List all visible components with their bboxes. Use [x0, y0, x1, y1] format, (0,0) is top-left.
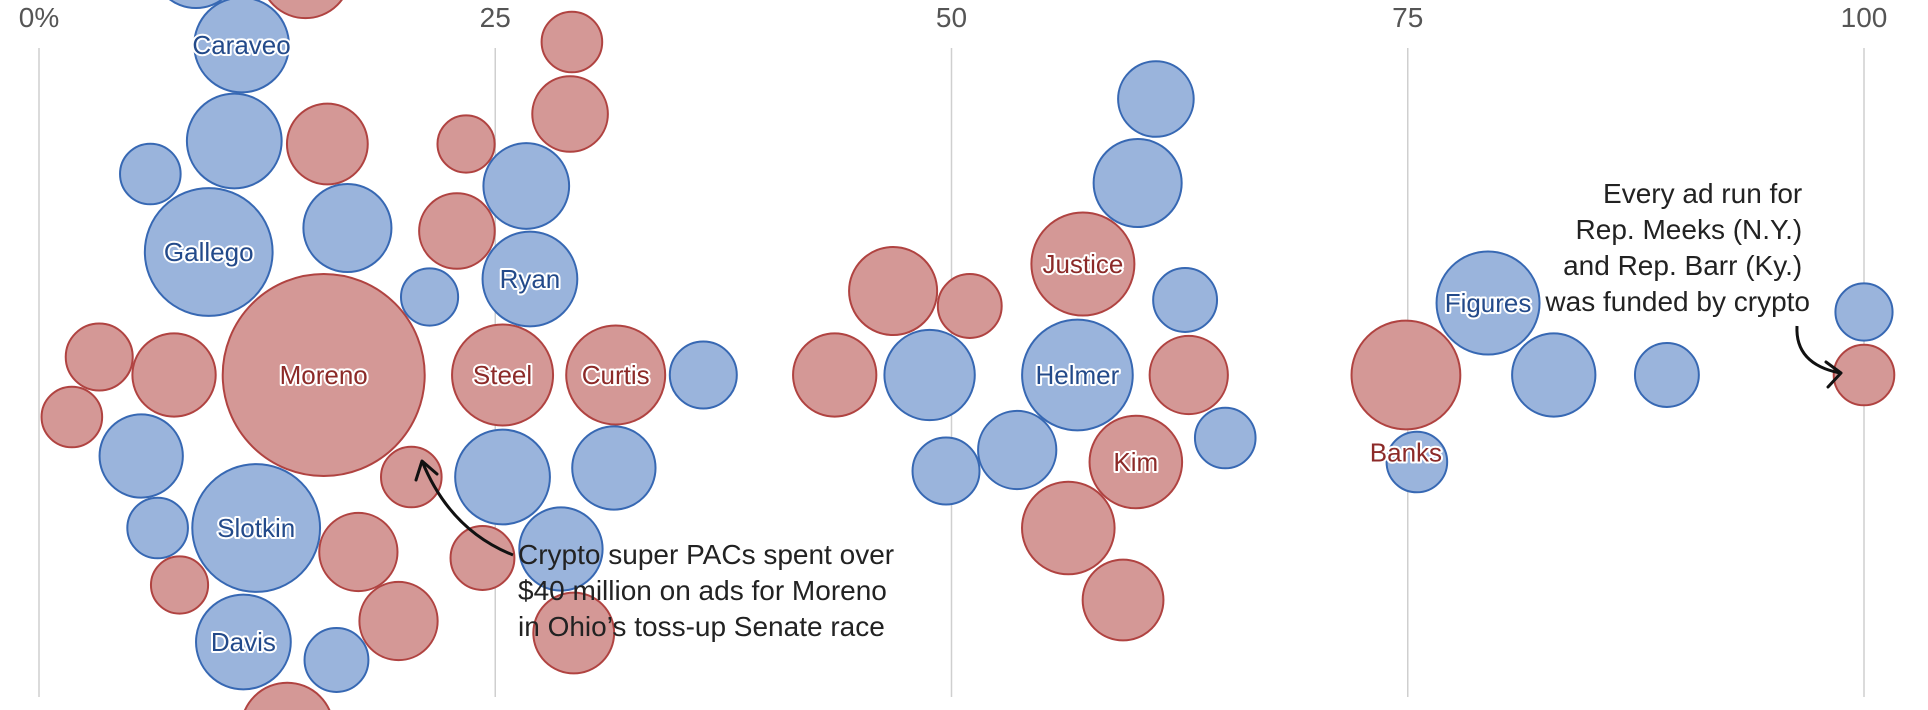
republican-bubble-kim [1088, 414, 1184, 510]
meeks-barr-annotation-arrow [1795, 325, 1841, 375]
republican-bubble [149, 555, 210, 615]
bubble-label-banks: Banks [1370, 437, 1442, 467]
republican-bubble [792, 332, 878, 418]
bubble-label-caraveo: Caraveo [192, 30, 290, 60]
x-tick-label: 25 [480, 2, 511, 33]
republican-bubble [532, 591, 616, 675]
republican-bubble [1148, 334, 1229, 416]
republican-bubble [380, 445, 443, 509]
republican-bubble [1081, 558, 1165, 642]
democrat-bubble-caraveo [193, 0, 290, 94]
x-tick-label: 50 [936, 2, 967, 33]
x-tick-label: 75 [1392, 2, 1423, 33]
bubble-label-moreno: Moreno [280, 360, 368, 390]
republican-bubble [64, 322, 134, 392]
democrat-bubble-gallego [143, 187, 274, 317]
republican-bubble [436, 114, 496, 174]
republican-bubble [540, 10, 604, 74]
bubble-label-justice: Justice [1042, 249, 1123, 279]
democrat-bubble [1117, 60, 1195, 138]
republican-bubble-steel [451, 323, 555, 427]
republican-bubble [40, 385, 104, 449]
meeks-barr-annotation-text: Every ad run for Rep. Meeks (N.Y.) and R… [1544, 178, 1810, 317]
democrat-bubble [126, 496, 189, 560]
democrat-bubble [168, 0, 223, 10]
republican-bubble [243, 681, 331, 710]
republican-bubble [268, 0, 343, 20]
republican-bubble-moreno [221, 273, 426, 477]
republican-bubble [318, 511, 399, 593]
democrat-bubble [668, 340, 738, 410]
bubble-label-figures: Figures [1445, 288, 1532, 318]
moreno-annotation-text: Crypto super PACs spent over $40 million… [518, 539, 902, 642]
x-tick-label: 100 [1841, 2, 1888, 33]
republican-bubble-curtis [565, 324, 667, 426]
bubble-label-steel: Steel [473, 360, 532, 390]
democrat-bubble [1152, 267, 1219, 333]
bubble-label-curtis: Curtis [582, 360, 650, 390]
bubble-label-kim: Kim [1113, 447, 1158, 477]
republican-bubble [418, 192, 496, 270]
x-tick-labels: 0% 25 50 75 100 [19, 2, 1888, 33]
democrat-bubble [1834, 282, 1894, 342]
republican-bubble [358, 580, 439, 662]
democrat-bubble-davis [195, 593, 292, 691]
democrat-bubble [1511, 332, 1597, 418]
democrat-bubble [454, 428, 551, 526]
democrat-bubble [1385, 430, 1449, 494]
democrat-bubble [883, 328, 976, 422]
democrat-bubble [1633, 342, 1700, 408]
democrat-bubble-slotkin [191, 463, 322, 593]
bubble-label-davis: Davis [211, 627, 276, 657]
democrat-bubble-helmer [1021, 318, 1134, 432]
republican-bubble [531, 75, 609, 153]
meeks-barr-annotation-arrowhead [1824, 360, 1843, 389]
republican-bubble [131, 332, 217, 418]
republican-bubble [285, 102, 369, 186]
republican-bubble [936, 273, 1003, 339]
democrat-bubble [119, 142, 182, 206]
bubble-labels: Moreno Steel Curtis Justice Kim Banks Davis Gal… [162, 28, 1533, 659]
bubble-label-ryan: Ryan [500, 264, 561, 294]
democrat-bubble [399, 267, 460, 327]
republican-bubble [1021, 480, 1116, 576]
republican-bubble-justice [1030, 211, 1136, 317]
bubble-label-helmer: Helmer [1036, 360, 1120, 390]
democrat-bubble [482, 142, 571, 230]
democrat-bubble [303, 627, 370, 693]
republican-bubble-banks [1350, 319, 1462, 431]
democrat-bubble [977, 409, 1058, 491]
democrat-bubble [518, 506, 604, 592]
democrat-bubble [571, 425, 657, 511]
democrat-bubble [1092, 137, 1183, 229]
x-tick-label: 0% [19, 2, 59, 33]
bubble-label-gallego: Gallego [164, 237, 254, 267]
republican-bubble [449, 525, 516, 591]
democrat-bubble [302, 182, 393, 274]
republican-bubble [848, 245, 939, 337]
moreno-annotation: Crypto super PACs spent over $40 million… [414, 459, 902, 642]
meeks-barr-annotation: Every ad run for Rep. Meeks (N.Y.) and R… [1544, 178, 1843, 389]
moreno-annotation-arrowhead [414, 459, 439, 482]
democrat-bubble-figures [1435, 250, 1541, 356]
republican-bubble [1832, 343, 1896, 407]
democrat-bubble [185, 92, 283, 190]
democrat-bubble [911, 436, 981, 506]
bubble-label-slotkin: Slotkin [217, 513, 295, 543]
democrat-bubble [98, 413, 184, 499]
democrat-bubble-ryan [481, 230, 579, 328]
bubbles [40, 0, 1896, 710]
moreno-annotation-arrow [420, 460, 514, 557]
democrat-bubble [1193, 406, 1257, 470]
